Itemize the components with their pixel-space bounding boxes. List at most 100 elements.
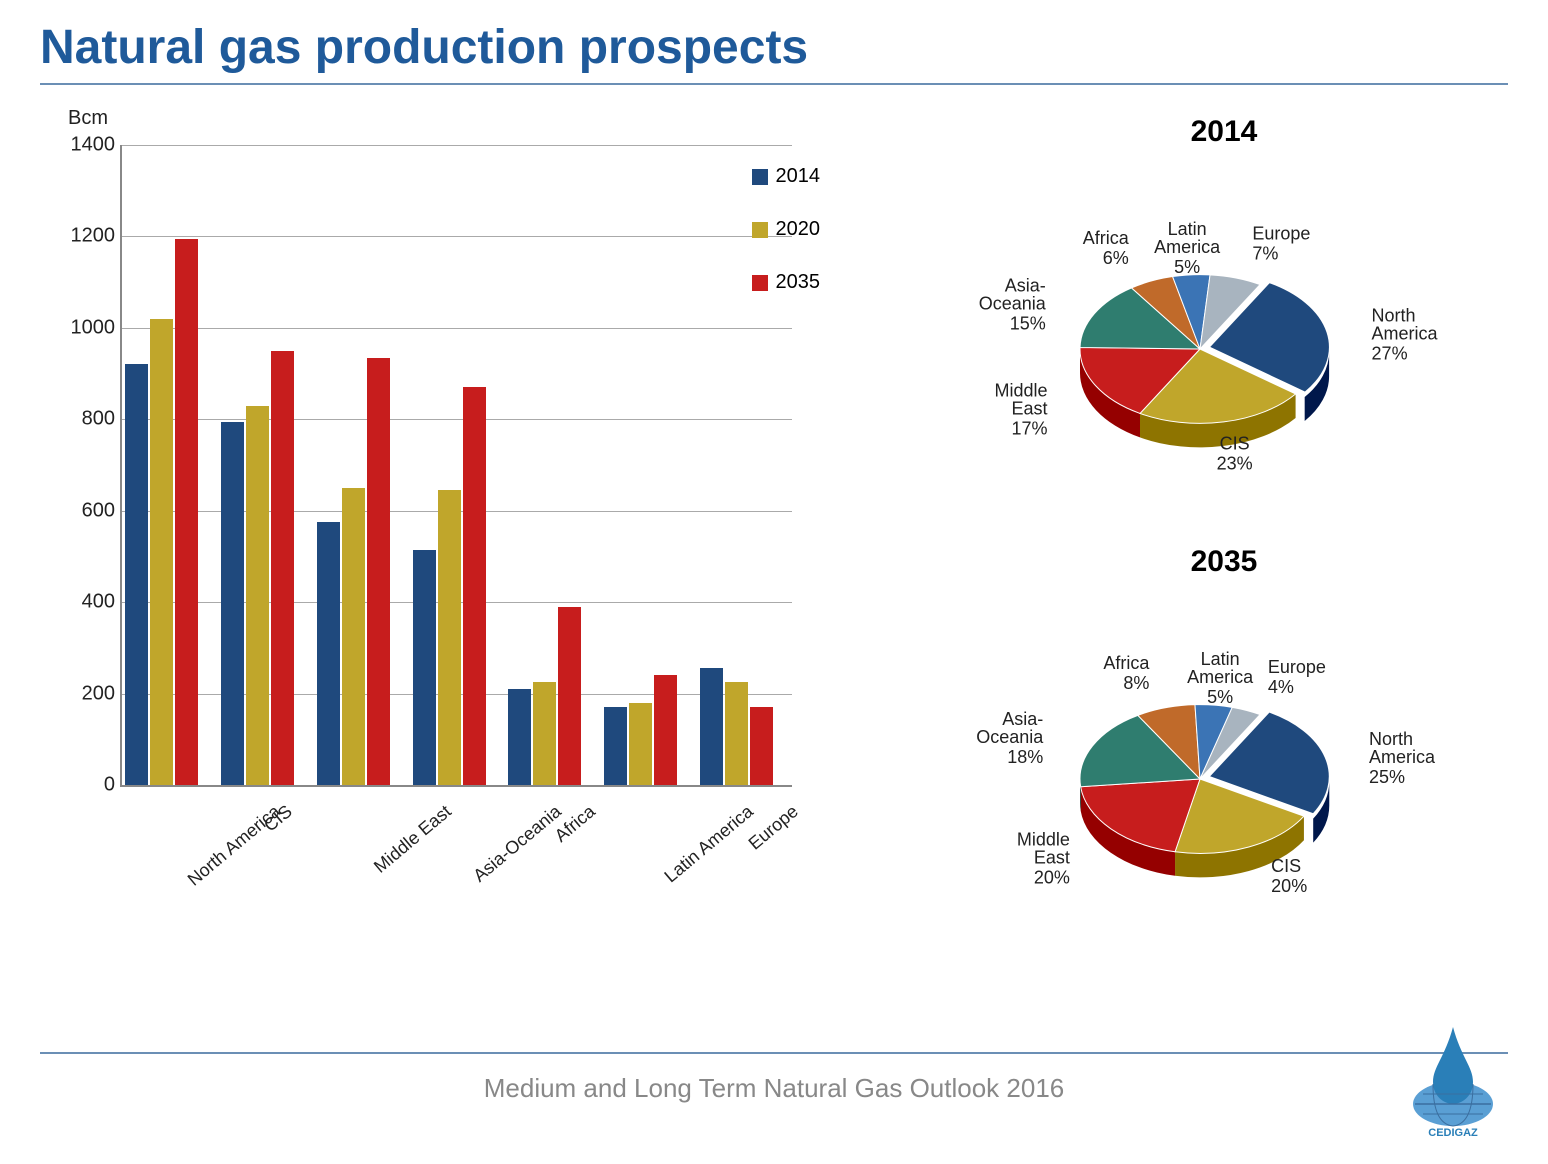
pie-label: Europe <box>1268 657 1326 677</box>
ytick-label: 1400 <box>67 134 115 157</box>
bar-group <box>699 668 774 785</box>
bar-group <box>220 351 295 785</box>
svg-text:Oceania: Oceania <box>979 294 1047 314</box>
pie-charts: 2014NorthAmerica27%CIS23%MiddleEast17%As… <box>860 115 1508 975</box>
pie-pct: 18% <box>1007 747 1043 767</box>
bar <box>654 675 677 785</box>
pie-label: Europe <box>1252 223 1310 243</box>
pie-block: 2035NorthAmerica25%CIS20%MiddleEast20%As… <box>860 545 1508 975</box>
pie-pct: 4% <box>1268 677 1294 697</box>
bar-chart: Bcm 0200400600800100012001400North Ameri… <box>40 115 820 975</box>
bar <box>150 319 173 785</box>
pie-label: North <box>1369 729 1413 749</box>
pie-pct: 17% <box>1012 418 1048 438</box>
svg-text:America: America <box>1187 667 1254 687</box>
legend-item: 2014 <box>752 165 821 188</box>
bar-group <box>412 387 487 785</box>
bar <box>413 550 436 785</box>
bar-group <box>507 607 582 785</box>
pie-label: Middle <box>1017 830 1070 850</box>
bar <box>604 707 627 785</box>
footer-rule <box>40 1052 1508 1054</box>
svg-text:East: East <box>1034 848 1070 868</box>
bar-group <box>603 675 678 785</box>
svg-text:America: America <box>1372 324 1439 344</box>
svg-text:East: East <box>1012 398 1048 418</box>
ytick-label: 1000 <box>67 316 115 339</box>
pie-pct: 8% <box>1123 673 1149 693</box>
bar <box>508 689 531 785</box>
cedigaz-logo: CEDIGAZ <box>1403 1022 1503 1139</box>
bar <box>125 364 148 785</box>
bar <box>317 522 340 785</box>
legend-item: 2035 <box>752 271 821 294</box>
footer-text: Medium and Long Term Natural Gas Outlook… <box>0 1073 1548 1104</box>
xtick-label: Europe <box>745 801 803 854</box>
bar <box>533 682 556 785</box>
legend-swatch <box>752 222 768 238</box>
legend-label: 2014 <box>776 165 821 188</box>
bar-chart-legend: 2014 2020 2035 <box>752 165 821 324</box>
bar-chart-ylabel: Bcm <box>68 107 108 130</box>
bar <box>438 490 461 785</box>
svg-text:America: America <box>1369 747 1436 767</box>
bar-group <box>124 239 199 785</box>
pie-label: Latin <box>1168 219 1207 239</box>
bar <box>221 422 244 785</box>
ytick-label: 800 <box>67 408 115 431</box>
bar <box>271 351 294 785</box>
ytick-label: 0 <box>67 774 115 797</box>
pie-block: 2014NorthAmerica27%CIS23%MiddleEast17%As… <box>860 115 1508 545</box>
legend-label: 2035 <box>776 271 821 294</box>
pie-label: CIS <box>1271 856 1301 876</box>
legend-item: 2020 <box>752 218 821 241</box>
pie-pct: 27% <box>1372 344 1408 364</box>
pie-pct: 20% <box>1271 876 1307 896</box>
pie-pct: 25% <box>1369 767 1405 787</box>
svg-text:America: America <box>1154 237 1221 257</box>
bar <box>558 607 581 785</box>
pie-pct: 5% <box>1207 687 1233 707</box>
pie-title: 2014 <box>940 115 1508 149</box>
ytick-label: 1200 <box>67 225 115 248</box>
pie-chart: NorthAmerica25%CIS20%MiddleEast20%Asia-O… <box>860 579 1500 979</box>
pie-label: Middle <box>995 380 1048 400</box>
pie-label: North <box>1372 306 1416 326</box>
bar <box>175 239 198 785</box>
legend-swatch <box>752 169 768 185</box>
bar <box>725 682 748 785</box>
svg-text:Oceania: Oceania <box>976 727 1044 747</box>
pie-pct: 5% <box>1174 257 1200 277</box>
pie-pct: 23% <box>1217 453 1253 473</box>
pie-label: Latin <box>1201 649 1240 669</box>
xtick-label: Asia-Oceania <box>469 801 565 887</box>
pie-label: Asia- <box>1002 709 1043 729</box>
xtick-label: Latin America <box>661 801 758 887</box>
pie-chart: NorthAmerica27%CIS23%MiddleEast17%Asia-O… <box>860 149 1500 549</box>
bar <box>463 387 486 785</box>
bar-chart-plot: 0200400600800100012001400North AmericaCI… <box>120 145 792 787</box>
bar <box>367 358 390 785</box>
pie-label: Asia- <box>1005 276 1046 296</box>
pie-pct: 6% <box>1103 248 1129 268</box>
title-rule <box>40 83 1508 85</box>
bar-group <box>316 358 391 785</box>
bar <box>246 406 269 785</box>
pie-label: Africa <box>1083 228 1130 248</box>
page-title: Natural gas production prospects <box>40 20 1508 75</box>
pie-pct: 20% <box>1034 868 1070 888</box>
ytick-label: 600 <box>67 499 115 522</box>
pie-title: 2035 <box>940 545 1508 579</box>
pie-label: Africa <box>1103 653 1150 673</box>
pie-pct: 7% <box>1252 243 1278 263</box>
bar <box>342 488 365 785</box>
pie-label: CIS <box>1220 433 1250 453</box>
legend-swatch <box>752 275 768 291</box>
bar <box>750 707 773 785</box>
pie-pct: 15% <box>1010 314 1046 334</box>
bar <box>629 703 652 785</box>
bar <box>700 668 723 785</box>
ytick-label: 400 <box>67 591 115 614</box>
xtick-label: Middle East <box>370 801 456 878</box>
legend-label: 2020 <box>776 218 821 241</box>
